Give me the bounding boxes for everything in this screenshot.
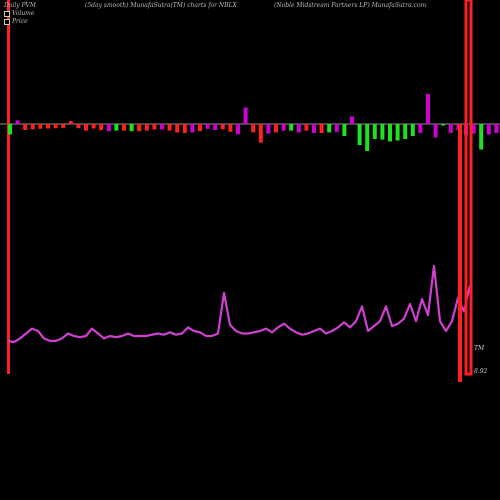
volume-bar <box>319 124 324 133</box>
volume-bar <box>251 124 256 133</box>
volume-bar <box>213 124 218 130</box>
legend-label-price: Price <box>12 18 28 25</box>
volume-bar <box>410 124 415 136</box>
volume-bar <box>266 124 271 134</box>
last-price-label: 8.92 <box>474 368 488 375</box>
volume-bar <box>122 124 126 131</box>
volume-bar <box>243 107 248 124</box>
volume-bar <box>220 124 225 130</box>
legend-swatch-volume <box>4 10 10 17</box>
right-marker <box>464 0 473 376</box>
volume-bar <box>388 124 392 142</box>
last-volume-bar <box>458 124 462 382</box>
volume-bar <box>296 124 301 133</box>
volume-bar <box>380 124 385 140</box>
volume-bar <box>494 124 499 133</box>
volume-bar <box>334 124 339 132</box>
volume-bar <box>182 124 187 133</box>
volume-bar <box>471 124 476 134</box>
volume-bar <box>441 124 446 126</box>
volume-bar <box>228 124 233 132</box>
volume-bar <box>258 124 263 143</box>
volume-bar <box>175 124 180 133</box>
volume-bar <box>274 124 278 133</box>
volume-bar <box>129 124 134 132</box>
volume-bar <box>91 124 96 129</box>
volume-bar <box>198 124 202 132</box>
header-left: Daily PVM <box>4 2 37 9</box>
volume-bar <box>365 124 370 151</box>
volume-bar <box>486 124 491 135</box>
volume-bar <box>448 124 453 133</box>
volume-bar <box>152 124 157 130</box>
volume-bar <box>418 124 423 133</box>
volume-bar <box>167 124 172 131</box>
volume-bar <box>46 124 50 129</box>
volume-bar <box>190 124 195 133</box>
legend-item-volume: Volume <box>4 10 34 17</box>
header-right: (Noble Midstream Partners LP) MunafaSutr… <box>274 2 427 9</box>
volume-bar <box>304 124 309 131</box>
volume-bar <box>433 124 438 138</box>
volume-bar <box>15 120 20 124</box>
volume-bar <box>106 124 111 132</box>
volume-bar <box>205 124 210 129</box>
volume-bar <box>23 124 28 130</box>
volume-bar <box>236 124 240 135</box>
volume-bar <box>61 124 66 128</box>
volume-bar <box>84 124 88 131</box>
tm-label: TM <box>474 345 485 352</box>
volume-bar <box>403 124 408 139</box>
volume-bar <box>281 124 286 131</box>
volume-bar <box>395 124 400 141</box>
legend-item-price: Price <box>4 18 28 25</box>
volume-bar <box>479 124 484 150</box>
volume-bar <box>114 124 119 131</box>
price-line <box>7 264 472 344</box>
volume-bar <box>99 124 104 130</box>
volume-bar <box>144 124 149 131</box>
legend-label-volume: Volume <box>12 10 35 17</box>
volume-bar <box>68 121 73 124</box>
volume-bar <box>372 124 377 139</box>
volume-bar <box>350 116 354 124</box>
volume-bar <box>357 124 362 145</box>
volume-bar <box>137 124 142 132</box>
volume-bar <box>53 124 58 129</box>
volume-bar <box>312 124 316 133</box>
volume-bars <box>8 94 499 151</box>
volume-bar <box>289 124 294 131</box>
volume-bar <box>160 124 164 130</box>
volume-bar <box>8 124 12 135</box>
left-marker <box>7 0 10 374</box>
legend-swatch-price <box>4 18 10 25</box>
header-center: (5day smooth) MunafaSutra(TM) charts for… <box>85 2 237 9</box>
volume-bar <box>38 124 43 129</box>
volume-bar <box>30 124 35 130</box>
volume-bar <box>76 124 81 129</box>
volume-bar <box>342 124 347 136</box>
volume-bar <box>327 124 332 133</box>
volume-bar <box>426 94 430 124</box>
